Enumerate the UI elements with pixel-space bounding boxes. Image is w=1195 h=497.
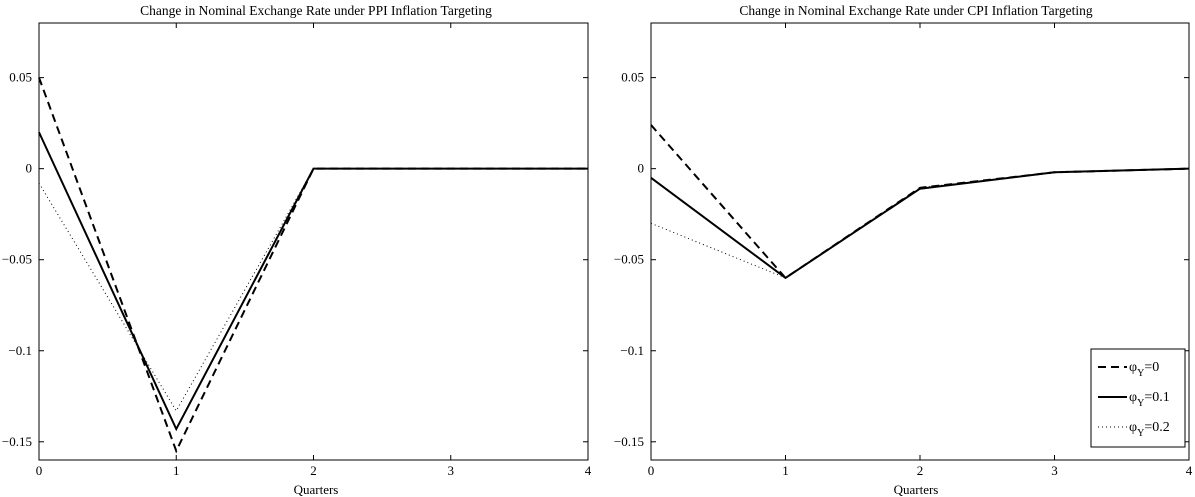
right-series-line-solid: [650, 167, 1190, 280]
left-x-tick-label: 0: [36, 463, 43, 478]
left-x-tick-label: 4: [585, 463, 592, 478]
left-y-tick-label: 0.05: [9, 70, 32, 85]
left-y-tick-label: 0: [26, 161, 33, 176]
left-y-tick-label: −0.1: [8, 343, 32, 358]
right-y-tick-label: −0.1: [620, 343, 644, 358]
right-y-tick-label: −0.15: [614, 434, 644, 449]
right-x-tick-label: 2: [917, 463, 924, 478]
left-x-axis-label: Quarters: [294, 482, 339, 497]
left-chart-title: Change in Nominal Exchange Rate under PP…: [140, 3, 492, 18]
right-x-axis-label: Quarters: [894, 482, 939, 497]
left-y-tick-label: −0.15: [2, 434, 32, 449]
left-x-tick-label: 3: [448, 463, 455, 478]
right-y-tick-label: 0: [638, 161, 645, 176]
right-x-tick-label: 0: [648, 463, 655, 478]
legend: φY=0 φY=0.1 φY=0.2: [1090, 348, 1186, 448]
right-y-tick-label: −0.05: [614, 252, 644, 267]
right-x-tick-label: 4: [1186, 463, 1193, 478]
left-x-tick-label: 2: [310, 463, 317, 478]
right-chart-title: Change in Nominal Exchange Rate under CP…: [739, 3, 1092, 18]
left-series-line-dashed: [38, 77, 588, 454]
left-series-line-dotted: [38, 168, 588, 412]
left-plot: 0 1 2 3 4 0.05 0 −0.05 −0.1 −0.15: [2, 22, 592, 478]
left-y-tick-label: −0.05: [2, 252, 32, 267]
legend-label: φY=0: [1129, 360, 1159, 379]
left-x-tick-label: 1: [173, 463, 180, 478]
legend-label: φY=0.1: [1129, 390, 1170, 409]
right-x-tick-label: 3: [1051, 463, 1058, 478]
left-plot-frame: [38, 22, 589, 461]
right-x-tick-label: 1: [782, 463, 789, 478]
right-y-tick-label: 0.05: [621, 70, 644, 85]
right-series-line-dotted: [650, 168, 1190, 279]
right-plot: 0 1 2 3 4 0.05 0 −0.05 −0.1 −0.15 φY=0 φY=0.1 φY=0.2: [614, 22, 1193, 478]
legend-label: φY=0.2: [1129, 420, 1170, 439]
